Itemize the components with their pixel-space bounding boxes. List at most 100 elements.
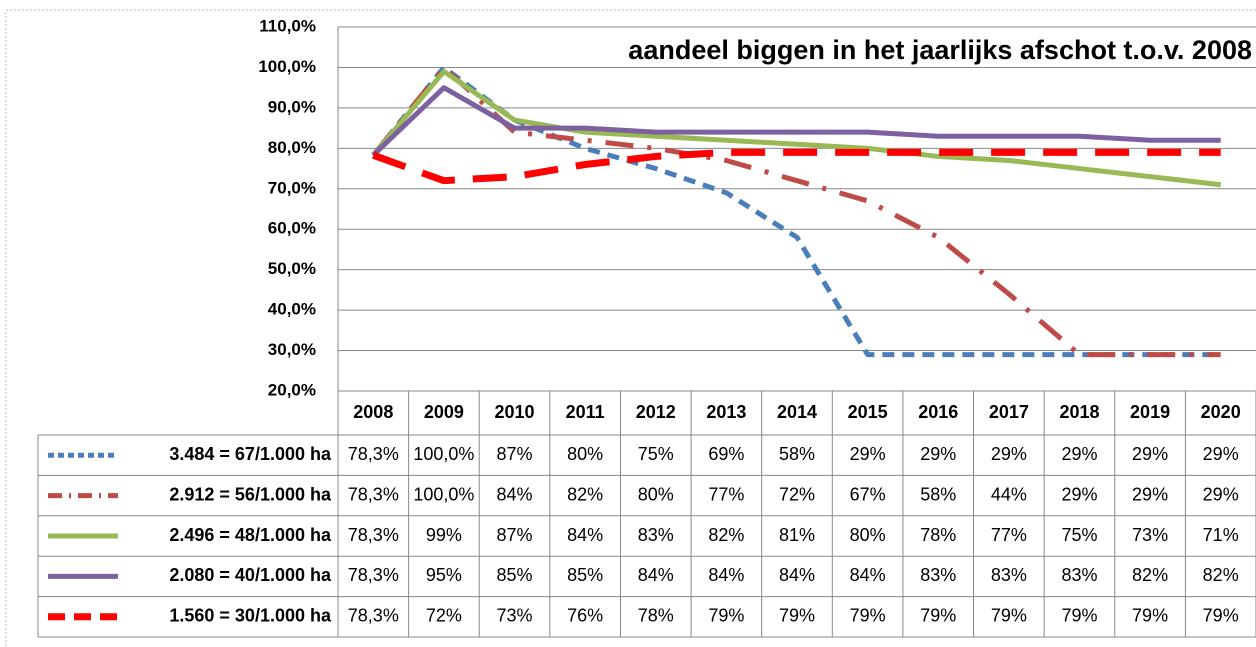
x-tick-label: 2017 — [989, 402, 1029, 422]
table-value: 79% — [1203, 606, 1239, 626]
x-tick-label: 2009 — [424, 402, 464, 422]
table-value: 29% — [850, 444, 886, 464]
table-value: 100,0% — [413, 444, 474, 464]
table-value: 83% — [638, 525, 674, 545]
table-value: 29% — [1132, 444, 1168, 464]
legend-label: 3.484 = 67/1.000 ha — [169, 444, 332, 464]
x-tick-label: 2019 — [1130, 402, 1170, 422]
table-value: 78,3% — [348, 525, 399, 545]
table-value: 44% — [991, 484, 1027, 504]
table-value: 79% — [708, 606, 744, 626]
table-value: 95% — [426, 565, 462, 585]
table-value: 58% — [779, 444, 815, 464]
x-tick-label: 2014 — [777, 402, 817, 422]
table-value: 79% — [850, 606, 886, 626]
table-value: 84% — [850, 565, 886, 585]
table-value: 78,3% — [348, 565, 399, 585]
chart-title: aandeel biggen in het jaarlijks afschot … — [628, 35, 1252, 65]
legend-label: 2.080 = 40/1.000 ha — [169, 565, 332, 585]
table-value: 100,0% — [413, 484, 474, 504]
table-value: 29% — [1132, 484, 1168, 504]
table-value: 29% — [1203, 444, 1239, 464]
table-value: 82% — [1132, 565, 1168, 585]
y-tick-label: 110,0% — [259, 16, 316, 35]
table-value: 79% — [1132, 606, 1168, 626]
table-value: 79% — [1061, 606, 1097, 626]
table-value: 80% — [567, 444, 603, 464]
table-value: 29% — [1061, 484, 1097, 504]
table-value: 87% — [497, 444, 533, 464]
table-value: 78% — [920, 525, 956, 545]
table-value: 79% — [779, 606, 815, 626]
table-value: 78,3% — [348, 444, 399, 464]
table-value: 99% — [426, 525, 462, 545]
x-tick-label: 2010 — [495, 402, 535, 422]
table-value: 82% — [567, 484, 603, 504]
y-tick-label: 70,0% — [268, 178, 316, 197]
x-tick-label: 2015 — [848, 402, 888, 422]
y-tick-label: 80,0% — [268, 138, 316, 157]
table-value: 67% — [850, 484, 886, 504]
y-tick-label: 30,0% — [268, 340, 316, 359]
table-value: 75% — [638, 444, 674, 464]
y-tick-label: 60,0% — [268, 219, 316, 238]
table-value: 87% — [497, 525, 533, 545]
y-tick-label: 50,0% — [268, 259, 316, 278]
table-value: 72% — [426, 606, 462, 626]
table-value: 76% — [567, 606, 603, 626]
series-line — [371, 85, 1221, 158]
table-value: 81% — [779, 525, 815, 545]
legend-label: 2.912 = 56/1.000 ha — [169, 484, 332, 504]
series-line — [371, 68, 1221, 188]
table-value: 80% — [850, 525, 886, 545]
series-line — [372, 148, 1221, 185]
table-value: 83% — [1061, 565, 1097, 585]
table-value: 83% — [991, 565, 1027, 585]
x-tick-label: 2016 — [918, 402, 958, 422]
legend-label: 2.496 = 48/1.000 ha — [169, 525, 332, 545]
table-value: 73% — [1132, 525, 1168, 545]
table-value: 73% — [497, 606, 533, 626]
x-tick-label: 2011 — [566, 402, 605, 422]
table-value: 85% — [497, 565, 533, 585]
table-value: 69% — [708, 444, 744, 464]
table-value: 79% — [991, 606, 1027, 626]
y-tick-label: 40,0% — [268, 300, 316, 319]
table-value: 58% — [920, 484, 956, 504]
series-line — [371, 64, 1221, 358]
table-value: 84% — [567, 525, 603, 545]
table-value: 80% — [638, 484, 674, 504]
table-value: 82% — [708, 525, 744, 545]
x-tick-label: 2020 — [1201, 402, 1241, 422]
table-value: 75% — [1061, 525, 1097, 545]
table-value: 84% — [497, 484, 533, 504]
y-tick-label: 100,0% — [258, 57, 316, 76]
x-tick-label: 2012 — [636, 402, 676, 422]
table-value: 78% — [638, 606, 674, 626]
table-value: 29% — [991, 444, 1027, 464]
x-tick-label: 2013 — [706, 402, 746, 422]
chart-frame — [5, 9, 1256, 647]
x-tick-label: 2008 — [353, 402, 393, 422]
y-tick-label: 90,0% — [268, 97, 316, 116]
table-value: 77% — [991, 525, 1027, 545]
table-value: 82% — [1203, 565, 1239, 585]
table-value: 79% — [920, 606, 956, 626]
table-value: 85% — [567, 565, 603, 585]
legend-label: 1.560 = 30/1.000 ha — [169, 606, 332, 626]
table-value: 29% — [920, 444, 956, 464]
table-value: 29% — [1203, 484, 1239, 504]
table-value: 84% — [779, 565, 815, 585]
x-tick-label: 2018 — [1059, 402, 1099, 422]
y-tick-label: 20,0% — [268, 380, 316, 399]
table-value: 84% — [708, 565, 744, 585]
table-value: 78,3% — [348, 606, 399, 626]
table-value: 83% — [920, 565, 956, 585]
table-value: 72% — [779, 484, 815, 504]
table-value: 84% — [638, 565, 674, 585]
table-value: 77% — [708, 484, 744, 504]
table-value: 78,3% — [348, 484, 399, 504]
table-value: 71% — [1203, 525, 1239, 545]
table-value: 29% — [1061, 444, 1097, 464]
